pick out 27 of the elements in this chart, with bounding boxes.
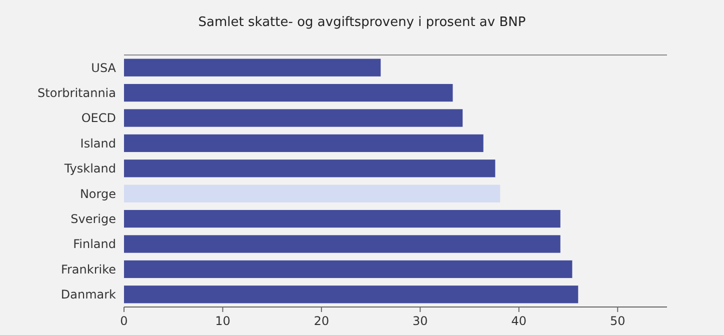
y-tick-label: Sverige (70, 212, 116, 226)
y-tick-label: USA (91, 60, 117, 75)
bar (124, 184, 500, 202)
x-tick-label: 30 (412, 314, 428, 328)
bar (124, 134, 484, 152)
x-tick-label: 20 (314, 314, 330, 328)
y-tick-label: OECD (81, 111, 116, 126)
bar (124, 286, 578, 304)
y-tick-label: Island (80, 136, 116, 150)
bar (124, 260, 572, 278)
y-tick-label: Finland (73, 237, 116, 252)
bar (124, 210, 560, 228)
x-tick-label: 50 (610, 314, 626, 328)
y-tick-label: Storbritannia (38, 86, 116, 100)
y-tick-label: Frankrike (60, 262, 116, 276)
bar (124, 58, 381, 76)
bar (124, 235, 560, 253)
x-tick-label: 40 (511, 314, 527, 328)
bar (124, 109, 463, 127)
x-tick-label: 0 (120, 314, 128, 328)
bar (124, 160, 496, 178)
y-tick-label: Danmark (60, 288, 116, 302)
x-tick-label: 10 (215, 314, 230, 328)
y-tick-label: Norge (80, 186, 116, 201)
bar (124, 84, 453, 102)
y-tick-label: Tyskland (63, 162, 116, 176)
chart-title: Samlet skatte- og avgiftsproveny i prosent av BNP (198, 15, 526, 30)
